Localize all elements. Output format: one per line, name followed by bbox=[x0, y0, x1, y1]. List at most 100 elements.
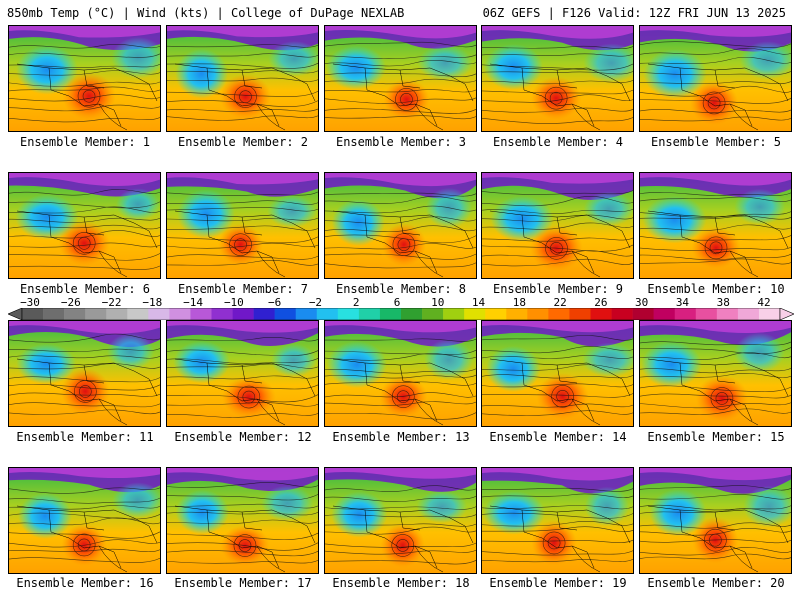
colorbar-segment bbox=[527, 308, 549, 320]
ensemble-member-map bbox=[8, 467, 161, 574]
colorbar-segment bbox=[548, 308, 570, 320]
colorbar-segment bbox=[695, 308, 718, 320]
colorbar-segment bbox=[43, 308, 65, 320]
colorbar-segment bbox=[85, 308, 107, 320]
colorbar-segment bbox=[169, 308, 191, 320]
ensemble-member-label: Ensemble Member: 13 bbox=[332, 430, 470, 444]
colorbar-tick-label: −22 bbox=[101, 296, 122, 309]
ensemble-member-label: Ensemble Member: 8 bbox=[335, 282, 467, 296]
colorbar-segment bbox=[653, 308, 676, 320]
ensemble-member-map bbox=[639, 467, 792, 574]
colorbar-segment bbox=[337, 308, 360, 320]
ensemble-member-map bbox=[639, 320, 792, 427]
colorbar-tick-label: 18 bbox=[512, 296, 526, 309]
ensemble-member-map bbox=[8, 172, 161, 279]
ensemble-member-label: Ensemble Member: 14 bbox=[489, 430, 627, 444]
colorbar-segment bbox=[674, 308, 697, 320]
ensemble-member-label: Ensemble Member: 9 bbox=[492, 282, 624, 296]
colorbar-tick-label: −2 bbox=[308, 296, 323, 309]
colorbar-segment bbox=[232, 308, 254, 320]
ensemble-member-label: Ensemble Member: 20 bbox=[647, 576, 785, 590]
ensemble-member-label: Ensemble Member: 11 bbox=[16, 430, 154, 444]
colorbar-segment bbox=[211, 308, 233, 320]
colorbar-tick-label: 10 bbox=[431, 296, 445, 309]
colorbar-segment bbox=[274, 308, 297, 320]
colorbar-segment bbox=[358, 308, 381, 320]
ensemble-member-label: Ensemble Member: 17 bbox=[174, 576, 312, 590]
ensemble-member-map bbox=[166, 25, 319, 132]
ensemble-member-map bbox=[166, 172, 319, 279]
colorbar-segment bbox=[127, 308, 149, 320]
ensemble-member-label: Ensemble Member: 10 bbox=[647, 282, 785, 296]
temperature-colorbar bbox=[8, 308, 794, 320]
ensemble-member-label: Ensemble Member: 12 bbox=[174, 430, 312, 444]
colorbar-tick-label: 2 bbox=[352, 296, 360, 309]
colorbar-segment bbox=[22, 308, 44, 320]
ensemble-member-map bbox=[481, 25, 634, 132]
colorbar-tick-label: 22 bbox=[553, 296, 567, 309]
ensemble-member-map bbox=[639, 172, 792, 279]
colorbar-segment bbox=[148, 308, 170, 320]
colorbar-tick-label: 6 bbox=[393, 296, 401, 309]
ensemble-member-map bbox=[481, 320, 634, 427]
colorbar-segment bbox=[106, 308, 128, 320]
ensemble-member-label: Ensemble Member: 6 bbox=[19, 282, 151, 296]
ensemble-member-label: Ensemble Member: 4 bbox=[492, 135, 624, 149]
colorbar-tick-label: −18 bbox=[142, 296, 163, 309]
ensemble-member-map bbox=[481, 467, 634, 574]
colorbar-tick-label: 14 bbox=[471, 296, 486, 309]
ensemble-member-label: Ensemble Member: 18 bbox=[332, 576, 470, 590]
colorbar-tick-label: 38 bbox=[716, 296, 730, 309]
colorbar-segment bbox=[379, 308, 402, 320]
colorbar-tick-label: 34 bbox=[675, 296, 690, 309]
ensemble-member-label: Ensemble Member: 19 bbox=[489, 576, 627, 590]
ensemble-member-map bbox=[324, 25, 477, 132]
colorbar-tick-label: 42 bbox=[757, 296, 771, 309]
ensemble-member-label: Ensemble Member: 16 bbox=[16, 576, 154, 590]
colorbar-tick-label: −14 bbox=[183, 296, 204, 309]
colorbar-segment bbox=[737, 308, 760, 320]
ensemble-member-map bbox=[8, 320, 161, 427]
ensemble-member-label: Ensemble Member: 2 bbox=[177, 135, 309, 149]
colorbar-segment bbox=[506, 308, 528, 320]
colorbar-tick-label: −10 bbox=[223, 296, 244, 309]
colorbar-segment bbox=[758, 308, 781, 320]
colorbar-segment bbox=[443, 308, 465, 320]
colorbar-segment bbox=[569, 308, 591, 320]
colorbar-tick-label: −6 bbox=[268, 296, 282, 309]
ensemble-member-label: Ensemble Member: 15 bbox=[647, 430, 785, 444]
colorbar-segment bbox=[716, 308, 739, 320]
colorbar-segment bbox=[401, 308, 423, 320]
ensemble-member-label: Ensemble Member: 5 bbox=[650, 135, 782, 149]
ensemble-member-map bbox=[166, 467, 319, 574]
colorbar-left-arrow bbox=[8, 308, 23, 320]
colorbar-segment bbox=[590, 308, 612, 320]
colorbar-segment bbox=[64, 308, 86, 320]
ensemble-member-map bbox=[481, 172, 634, 279]
ensemble-member-label: Ensemble Member: 3 bbox=[335, 135, 467, 149]
colorbar-segment bbox=[464, 308, 486, 320]
model-run-info: 06Z GEFS | F126 Valid: 12Z FRI JUN 13 20… bbox=[482, 6, 786, 20]
ensemble-member-map bbox=[324, 320, 477, 427]
colorbar-segment bbox=[485, 308, 507, 320]
colorbar-tick-label: −26 bbox=[60, 296, 81, 309]
ensemble-member-map bbox=[639, 25, 792, 132]
colorbar-segment bbox=[190, 308, 212, 320]
ensemble-member-map bbox=[8, 25, 161, 132]
colorbar-segment bbox=[611, 308, 633, 320]
colorbar-segment bbox=[422, 308, 444, 320]
ensemble-member-label: Ensemble Member: 7 bbox=[177, 282, 309, 296]
colorbar-segment bbox=[295, 308, 318, 320]
colorbar-tick-label: 26 bbox=[594, 296, 608, 309]
chart-title: 850mb Temp (°C) | Wind (kts) | College o… bbox=[7, 6, 405, 20]
ensemble-member-map bbox=[324, 467, 477, 574]
colorbar-tick-label: 30 bbox=[635, 296, 649, 309]
ensemble-member-label: Ensemble Member: 1 bbox=[19, 135, 151, 149]
colorbar-tick-label: −30 bbox=[20, 296, 40, 309]
ensemble-member-map bbox=[166, 320, 319, 427]
colorbar-segment bbox=[253, 308, 275, 320]
colorbar-segment bbox=[316, 308, 339, 320]
ensemble-member-map bbox=[324, 172, 477, 279]
colorbar-segment bbox=[632, 308, 654, 320]
colorbar-right-arrow bbox=[779, 308, 794, 320]
